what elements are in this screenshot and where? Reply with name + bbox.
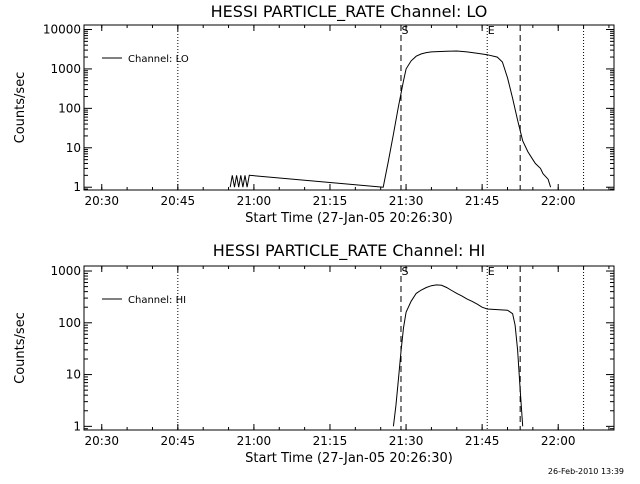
x-tick-label: 21:45 xyxy=(465,194,500,208)
x-tick-label: 20:45 xyxy=(161,434,196,448)
y-tick-label: 1 xyxy=(73,419,81,433)
x-axis-label: Start Time (27-Jan-05 20:26:30) xyxy=(245,451,453,466)
start-marker-label: S xyxy=(401,24,408,37)
x-tick-label: 21:30 xyxy=(389,434,424,448)
series-line xyxy=(229,50,552,188)
y-tick-label: 1 xyxy=(73,180,81,194)
x-tick-label: 22:00 xyxy=(541,194,576,208)
start-marker-label: S xyxy=(401,265,408,278)
x-tick-label: 21:00 xyxy=(237,434,272,448)
y-axis-label: Counts/sec xyxy=(13,72,28,144)
y-tick-label: 100 xyxy=(58,316,81,330)
x-tick-label: 20:45 xyxy=(161,194,196,208)
hi-channel-panel: HESSI PARTICLE_RATE Channel: HI 20:30 20:4… xyxy=(13,241,615,466)
x-tick-label: 21:15 xyxy=(313,194,348,208)
y-tick-label: 1000 xyxy=(50,62,81,76)
x-tick-label: 21:15 xyxy=(313,434,348,448)
chart-title: HESSI PARTICLE_RATE Channel: LO xyxy=(211,2,488,22)
plot-frame xyxy=(83,24,615,191)
y-tick-label: 1000 xyxy=(50,264,81,278)
x-tick-label: 21:45 xyxy=(465,434,500,448)
legend-label: Channel: HI xyxy=(128,295,186,306)
x-tick-label: 21:30 xyxy=(389,194,424,208)
x-tick-label: 22:00 xyxy=(541,434,576,448)
legend-label: Channel: LO xyxy=(128,54,189,65)
footer-date: 26-Feb-2010 13:39 xyxy=(548,467,624,476)
series-line xyxy=(392,284,524,427)
y-tick-label: 10 xyxy=(66,368,81,382)
end-marker-label: E xyxy=(488,24,495,37)
chart-title: HESSI PARTICLE_RATE Channel: HI xyxy=(213,241,486,261)
x-tick-label: 20:30 xyxy=(84,434,119,448)
lo-channel-panel: HESSI PARTICLE_RATE Channel: LO 20:30 20:4… xyxy=(13,2,615,226)
y-tick-label: 100 xyxy=(58,101,81,115)
plot-frame xyxy=(83,265,615,431)
y-axis-label: Counts/sec xyxy=(13,312,28,384)
x-axis-label: Start Time (27-Jan-05 20:26:30) xyxy=(245,211,453,226)
y-tick-label: 10000 xyxy=(43,22,81,36)
x-tick-label: 21:00 xyxy=(237,194,272,208)
y-tick-label: 10 xyxy=(66,141,81,155)
x-tick-label: 20:30 xyxy=(84,194,119,208)
end-marker-label: E xyxy=(488,265,495,278)
